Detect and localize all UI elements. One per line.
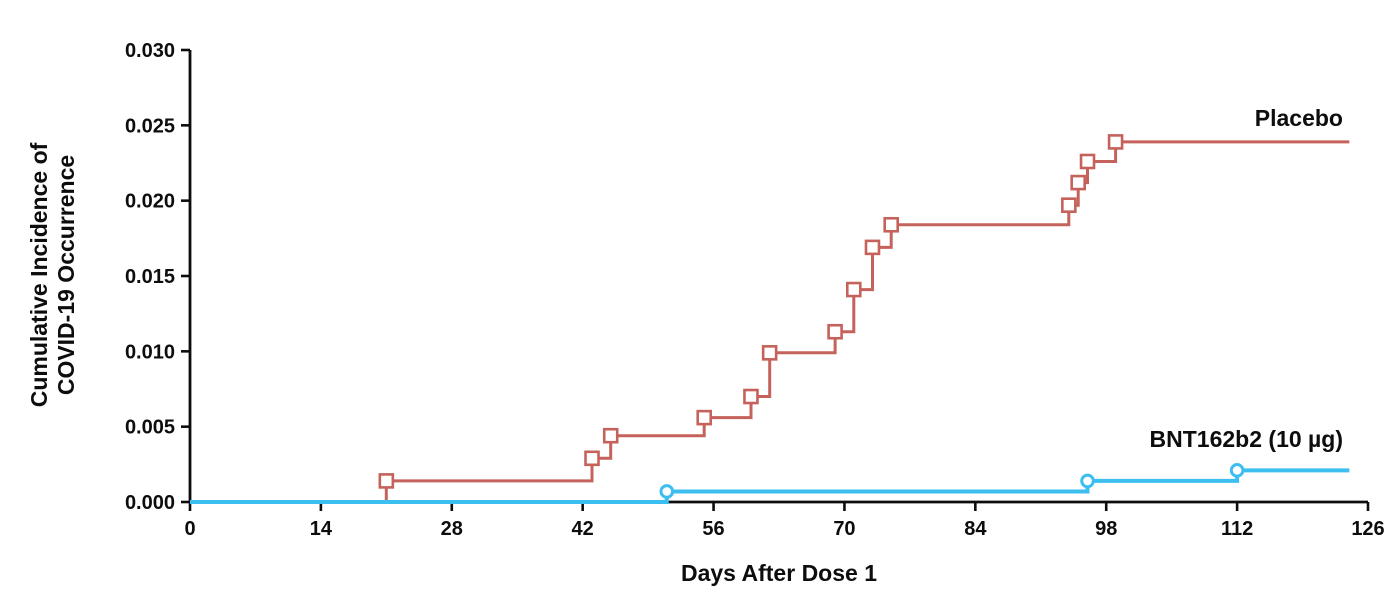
event-marker-square	[1107, 134, 1124, 150]
y-tick-label: 0.015	[125, 266, 175, 288]
x-tick-label: 112	[1221, 518, 1253, 540]
x-tick-label: 28	[441, 518, 463, 540]
event-marker-square	[378, 473, 395, 489]
x-tick-label: 42	[572, 518, 594, 540]
event-marker-square	[845, 281, 862, 298]
y-tick-label: 0.000	[125, 492, 175, 514]
series-line-bnt162b2	[190, 468, 1350, 504]
y-tick-label: 0.005	[125, 417, 175, 439]
event-marker-circle	[1080, 473, 1095, 489]
event-marker-square	[1070, 174, 1086, 191]
event-marker-square	[1079, 153, 1096, 170]
x-tick-label: 84	[964, 518, 987, 540]
y-axis-title-line2: COVID-19 Occurrence	[53, 154, 79, 396]
y-tick-label: 0.010	[125, 341, 175, 363]
x-tick-label: 98	[1095, 518, 1117, 540]
y-axis-title-line1: Cumulative Incidence of	[26, 142, 52, 408]
event-marker-square	[827, 323, 843, 340]
axes: 0 14 28 42 56 70 84 98 112 126 0.000 0.005 0.010 0.01…	[125, 40, 1385, 540]
series-markers	[378, 134, 1245, 499]
y-tick-label: 0.030	[125, 40, 175, 62]
x-axis-title: Days After Dose 1	[680, 560, 877, 586]
x-tick-label: 70	[833, 518, 855, 540]
y-tick-label: 0.025	[125, 115, 175, 137]
x-tick-label: 56	[702, 518, 724, 540]
y-tick-label: 0.020	[125, 191, 175, 213]
x-tick-label: 0	[184, 518, 195, 540]
y-axis-title: Cumulative Incidence of COVID-19 Occurre…	[26, 75, 82, 475]
event-marker-circle	[659, 484, 675, 499]
event-marker-square	[883, 216, 899, 233]
event-marker-square	[761, 345, 778, 361]
event-marker-circle	[1229, 463, 1245, 478]
event-marker-square	[743, 388, 759, 405]
x-tick-label: 14	[310, 518, 333, 540]
event-marker-square	[602, 427, 619, 444]
event-marker-square	[584, 450, 600, 467]
series-label-bnt162b2: BNT162b2 (10 µg)	[1150, 426, 1343, 452]
event-marker-square	[864, 239, 881, 256]
series-label-placebo: Placebo	[1255, 105, 1343, 131]
x-tick-label: 126	[1351, 518, 1384, 540]
event-marker-square	[696, 409, 713, 426]
event-marker-square	[1061, 197, 1077, 213]
